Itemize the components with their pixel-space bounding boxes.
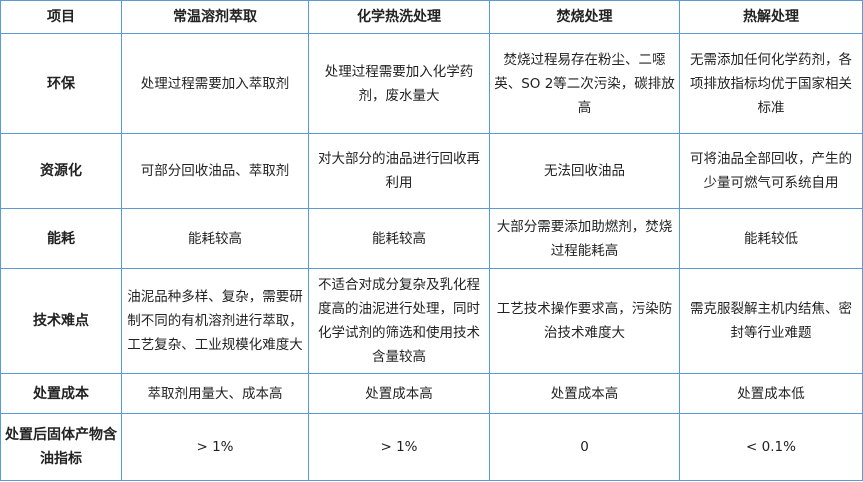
table-row: 环保 处理过程需要加入萃取剂 处理过程需要加入化学药剂，废水量大 焚烧过程易存在粉尘、…: [0, 33, 863, 134]
table-cell: 处理过程需要加入萃取剂: [121, 33, 309, 134]
table-cell: 油泥品种多样、复杂，需要研制不同的有机溶剂进行萃取，工艺复杂、工业规模化难度大: [121, 268, 309, 374]
table-cell: 能耗较高: [308, 208, 490, 269]
row-label: 环保: [0, 33, 122, 134]
table-cell: > 1%: [308, 413, 490, 481]
header-solvent-extraction: 常温溶剂萃取: [121, 0, 309, 34]
table-row: 能耗 能耗较高 能耗较高 大部分需要添加助燃剂，焚烧过程能耗高 能耗较低: [0, 208, 863, 269]
table-cell: 大部分需要添加助燃剂，焚烧过程能耗高: [489, 208, 680, 269]
table-cell: 需克服裂解主机内结焦、密封等行业难题: [679, 268, 863, 374]
table-cell: 萃取剂用量大、成本高: [121, 373, 309, 414]
table-cell: 对大部分的油品进行回收再利用: [308, 133, 490, 209]
table-cell: 可部分回收油品、萃取剂: [121, 133, 309, 209]
table-row: 技术难点 油泥品种多样、复杂，需要研制不同的有机溶剂进行萃取，工艺复杂、工业规模化…: [0, 268, 863, 374]
row-label: 处置成本: [0, 373, 122, 414]
row-label: 处置后固体产物含油指标: [0, 413, 122, 481]
row-label: 技术难点: [0, 268, 122, 374]
header-chemical-hot-wash: 化学热洗处理: [308, 0, 490, 34]
header-row: 项目 常温溶剂萃取 化学热洗处理 焚烧处理 热解处理: [0, 0, 863, 34]
table-row: 处置后固体产物含油指标 > 1% > 1% 0 < 0.1%: [0, 413, 863, 481]
table-cell: > 1%: [121, 413, 309, 481]
table-cell: 无需添加任何化学药剂，各项排放指标均优于国家相关标准: [679, 33, 863, 134]
table-cell: 处置成本低: [679, 373, 863, 414]
table-cell: 工艺技术操作要求高，污染防治技术难度大: [489, 268, 680, 374]
row-label: 能耗: [0, 208, 122, 269]
table-cell: 能耗较高: [121, 208, 309, 269]
table-cell: 处置成本高: [489, 373, 680, 414]
table-cell: < 0.1%: [679, 413, 863, 481]
table-cell: 能耗较低: [679, 208, 863, 269]
row-label: 资源化: [0, 133, 122, 209]
table-cell: 0: [489, 413, 680, 481]
table-row: 资源化 可部分回收油品、萃取剂 对大部分的油品进行回收再利用 无法回收油品 可将油品全部…: [0, 133, 863, 209]
table-cell: 处理过程需要加入化学药剂，废水量大: [308, 33, 490, 134]
table-cell: 无法回收油品: [489, 133, 680, 209]
table-cell: 不适合对成分复杂及乳化程度高的油泥进行处理，同时化学试剂的筛选和使用技术含量较高: [308, 268, 490, 374]
table-cell: 处置成本高: [308, 373, 490, 414]
header-incineration: 焚烧处理: [489, 0, 680, 34]
header-pyrolysis: 热解处理: [679, 0, 863, 34]
table-cell: 焚烧过程易存在粉尘、二噁英、SO 2等二次污染，碳排放高: [489, 33, 680, 134]
header-item: 项目: [0, 0, 122, 34]
table-row: 处置成本 萃取剂用量大、成本高 处置成本高 处置成本高 处置成本低: [0, 373, 863, 414]
table-cell: 可将油品全部回收，产生的少量可燃气可系统自用: [679, 133, 863, 209]
